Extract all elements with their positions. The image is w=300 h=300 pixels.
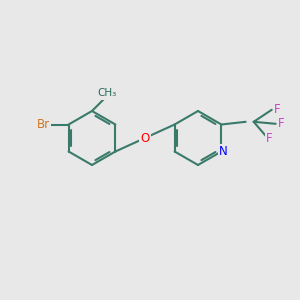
Text: F: F [266, 132, 273, 145]
Text: F: F [278, 117, 285, 130]
Text: F: F [274, 103, 281, 116]
Text: CH₃: CH₃ [98, 88, 117, 98]
Text: Br: Br [37, 118, 50, 131]
Text: N: N [219, 145, 228, 158]
Text: O: O [140, 131, 150, 145]
